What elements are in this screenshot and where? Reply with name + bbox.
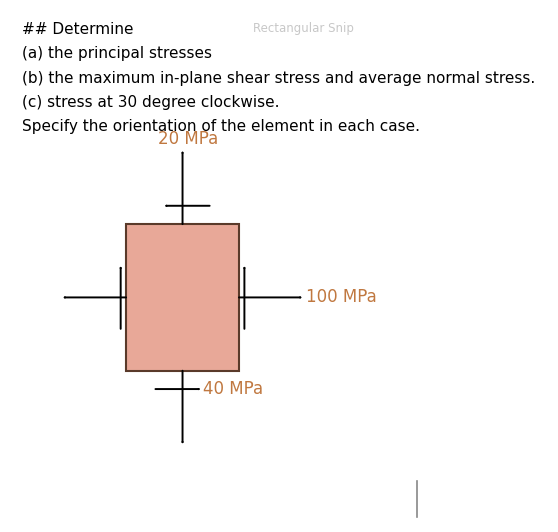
Bar (126, 224, 239, 371)
Text: (c) stress at 30 degree clockwise.: (c) stress at 30 degree clockwise. (22, 95, 280, 110)
Text: 20 MPa: 20 MPa (158, 130, 218, 148)
Text: Specify the orientation of the element in each case.: Specify the orientation of the element i… (22, 119, 420, 135)
Text: (b) the maximum in-plane shear stress and average normal stress.: (b) the maximum in-plane shear stress an… (22, 71, 536, 86)
Text: 40 MPa: 40 MPa (203, 380, 263, 398)
Text: 100 MPa: 100 MPa (306, 288, 377, 306)
Text: ## Determine: ## Determine (22, 22, 134, 37)
Text: Rectangular Snip: Rectangular Snip (253, 22, 353, 36)
Text: (a) the principal stresses: (a) the principal stresses (22, 46, 212, 61)
